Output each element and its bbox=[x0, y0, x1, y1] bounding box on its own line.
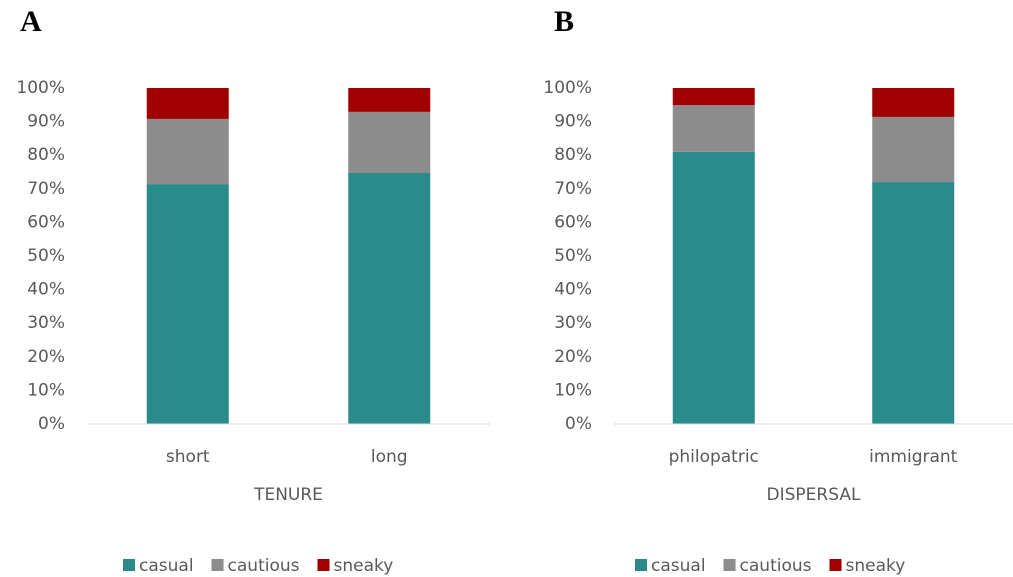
y-tick-label: 70% bbox=[554, 179, 592, 199]
bar-segment bbox=[348, 88, 431, 112]
legend-swatch bbox=[723, 559, 736, 571]
bar-segment bbox=[872, 182, 955, 424]
x-axis-title: TENURE bbox=[253, 485, 323, 505]
y-tick-label: 60% bbox=[27, 212, 65, 232]
y-tick-label: 40% bbox=[554, 280, 592, 300]
bar-segment bbox=[872, 116, 955, 183]
y-tick-label: 30% bbox=[27, 313, 65, 333]
y-tick-label: 30% bbox=[554, 313, 592, 333]
bar-segment bbox=[672, 105, 755, 152]
bar-segment bbox=[348, 111, 431, 174]
bar-segment bbox=[146, 184, 229, 424]
panel-label: B bbox=[554, 5, 574, 38]
y-tick-label: 10% bbox=[27, 380, 65, 400]
x-tick-label: long bbox=[371, 447, 408, 467]
legend-label: cautious bbox=[740, 556, 812, 576]
legend-swatch bbox=[829, 559, 842, 571]
y-tick-label: 90% bbox=[27, 112, 65, 132]
x-tick-label: short bbox=[166, 447, 210, 467]
legend-label: sneaky bbox=[846, 556, 906, 576]
legend-label: cautious bbox=[228, 556, 300, 576]
legend-swatch bbox=[317, 559, 330, 571]
bar-segment bbox=[146, 88, 229, 119]
x-tick-label: immigrant bbox=[869, 447, 958, 467]
y-tick-label: 0% bbox=[38, 414, 65, 434]
legend-swatch bbox=[211, 559, 224, 571]
y-tick-label: 80% bbox=[554, 145, 592, 165]
y-tick-label: 10% bbox=[554, 380, 592, 400]
y-tick-label: 100% bbox=[543, 78, 592, 98]
y-tick-label: 90% bbox=[554, 112, 592, 132]
bar-segment bbox=[872, 88, 955, 117]
legend-swatch bbox=[123, 559, 135, 571]
legend-swatch bbox=[635, 559, 647, 571]
bar-segment bbox=[348, 173, 431, 424]
x-tick-label: philopatric bbox=[669, 447, 759, 467]
y-tick-label: 100% bbox=[16, 78, 65, 98]
x-axis-title: DISPERSAL bbox=[767, 485, 861, 505]
panel-label: A bbox=[20, 5, 42, 38]
y-tick-label: 50% bbox=[27, 246, 65, 266]
y-tick-label: 70% bbox=[27, 179, 65, 199]
bar-segment bbox=[672, 88, 755, 106]
y-tick-label: 20% bbox=[554, 347, 592, 367]
legend-label: sneaky bbox=[334, 556, 394, 576]
y-tick-label: 80% bbox=[27, 145, 65, 165]
legend-label: casual bbox=[139, 556, 194, 576]
bar-segment bbox=[146, 118, 229, 185]
y-tick-label: 40% bbox=[27, 280, 65, 300]
y-tick-label: 50% bbox=[554, 246, 592, 266]
legend-label: casual bbox=[651, 556, 706, 576]
bar-segment bbox=[672, 151, 755, 424]
y-tick-label: 60% bbox=[554, 212, 592, 232]
y-tick-label: 0% bbox=[565, 414, 592, 434]
y-tick-label: 20% bbox=[27, 347, 65, 367]
